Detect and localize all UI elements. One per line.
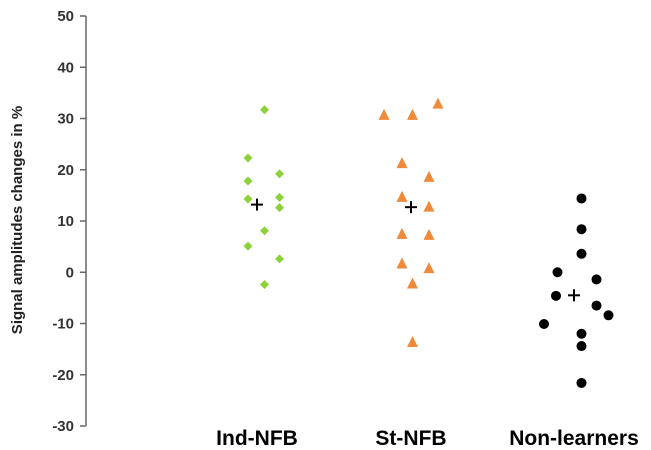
data-point-circle: [576, 341, 587, 352]
y-tick-label: 0: [66, 264, 74, 281]
y-tick-label: -20: [52, 367, 74, 384]
data-point-circle: [576, 224, 587, 235]
data-point-triangle: [396, 227, 408, 239]
data-point-circle: [576, 193, 587, 204]
category-label: Ind-NFB: [216, 427, 298, 450]
y-tick-label: 20: [57, 162, 74, 179]
data-point-triangle: [432, 97, 444, 109]
data-point-diamond: [243, 241, 253, 251]
data-point-circle: [551, 290, 561, 301]
data-point-diamond: [275, 203, 284, 213]
data-point-triangle: [396, 157, 408, 169]
data-point-circle: [539, 319, 549, 330]
data-point-diamond: [260, 226, 269, 236]
category-label: Non-learners: [509, 427, 639, 450]
data-point-circle: [591, 300, 602, 311]
data-point-triangle: [407, 335, 418, 347]
data-point-triangle: [407, 108, 418, 120]
data-point-circle: [603, 310, 614, 321]
data-point-circle: [576, 248, 587, 259]
y-tick-label: 30: [57, 111, 74, 128]
mean-plus-marker: [568, 289, 580, 302]
data-point-triangle: [423, 170, 435, 182]
y-tick-label: 40: [57, 59, 74, 76]
data-point-diamond: [243, 194, 253, 204]
data-point-circle: [576, 328, 587, 339]
mean-plus-marker: [405, 201, 417, 214]
y-tick-label: 50: [57, 8, 74, 25]
category-labels: Ind-NFB St-NFB Non-learners: [216, 427, 639, 450]
data-point-diamond: [275, 192, 284, 202]
data-point-triangle: [423, 228, 435, 240]
data-point-diamond: [275, 254, 284, 264]
data-point-circle: [576, 377, 587, 388]
y-tick-label: -30: [52, 418, 74, 435]
data-point-triangle: [423, 200, 435, 212]
data-point-diamond: [243, 153, 253, 163]
data-point-triangle: [423, 262, 435, 274]
data-points: [243, 97, 614, 388]
data-point-triangle: [396, 257, 408, 269]
data-point-triangle: [407, 277, 418, 289]
data-point-triangle: [378, 108, 390, 120]
y-axis-label: Signal amplitudes changes in %: [9, 106, 26, 334]
data-point-triangle: [396, 190, 408, 202]
y-tick-label: -10: [52, 316, 74, 333]
data-point-diamond: [260, 280, 269, 290]
data-point-circle: [591, 274, 602, 285]
category-label: St-NFB: [375, 427, 446, 450]
data-point-diamond: [275, 169, 284, 179]
data-point-diamond: [243, 176, 253, 186]
y-tick-label: 10: [57, 213, 74, 230]
mean-markers: [251, 198, 580, 302]
data-point-circle: [552, 267, 563, 278]
data-point-diamond: [260, 105, 269, 115]
y-axis-ticks: 50 40 30 20 10 0 -10 -20 -30: [52, 8, 86, 435]
mean-plus-marker: [251, 198, 263, 211]
